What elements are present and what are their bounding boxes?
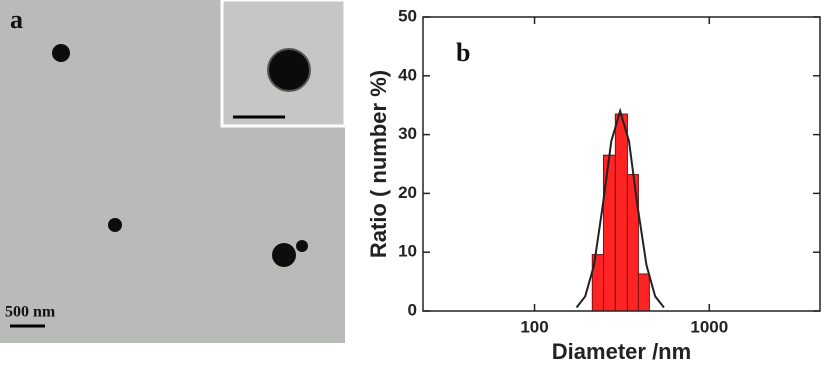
particle [52, 44, 70, 62]
y-tick-label: 20 [398, 183, 417, 202]
y-tick-label: 30 [398, 124, 417, 143]
y-tick-label: 40 [398, 65, 417, 84]
y-tick-label: 0 [408, 300, 417, 319]
plot-frame [422, 16, 821, 312]
inset-particle [267, 48, 311, 92]
particle [296, 240, 308, 252]
bar [614, 113, 628, 312]
panel-label: a [10, 5, 23, 34]
y-tick-label: 50 [398, 6, 417, 25]
bar [637, 273, 650, 312]
x-tick-label: 1000 [690, 317, 728, 336]
x-tick-label: 100 [520, 317, 548, 336]
y-axis-label: Ratio ( number %) [366, 70, 391, 258]
panel-label: b [456, 38, 470, 67]
x-axis-label: Diameter /nm [552, 339, 691, 364]
chart: 0 10 20 30 40 50 100 1000 b Diameter /nm Ratio ( n… [366, 6, 821, 364]
y-tick-label: 10 [398, 242, 417, 261]
particle [108, 218, 122, 232]
scale-bar-label: 500 nm [5, 304, 56, 321]
particle [272, 243, 296, 267]
bar [602, 154, 616, 312]
fit-curve [575, 107, 665, 309]
